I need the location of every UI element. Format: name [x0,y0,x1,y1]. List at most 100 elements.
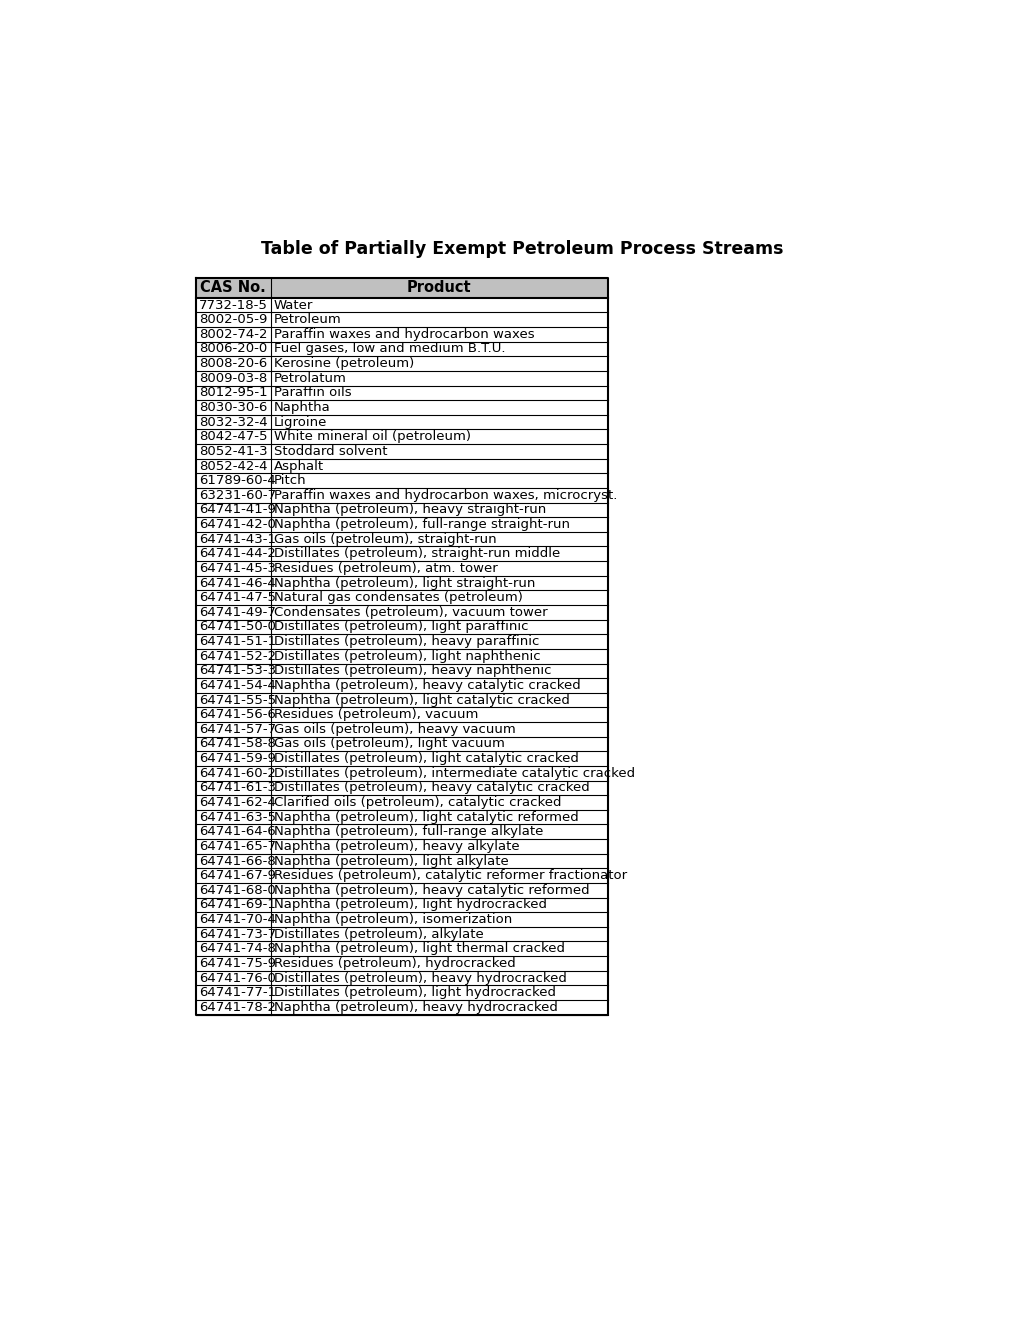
Text: CAS No.: CAS No. [200,280,266,296]
Text: 64741-77-1: 64741-77-1 [199,986,276,999]
Text: Kerosine (petroleum): Kerosine (petroleum) [274,358,414,370]
Text: Petrolatum: Petrolatum [274,372,346,384]
Text: Naphtha (petroleum), heavy catalytic reformed: Naphtha (petroleum), heavy catalytic ref… [274,884,589,896]
Text: 64741-49-7: 64741-49-7 [199,606,275,619]
Text: 7732-18-5: 7732-18-5 [199,298,267,312]
Text: 64741-44-2: 64741-44-2 [199,548,275,560]
Text: 8032-32-4: 8032-32-4 [199,416,267,429]
Text: 64741-42-0: 64741-42-0 [199,517,275,531]
Text: 8002-74-2: 8002-74-2 [199,327,267,341]
Text: Paraffin waxes and hydrocarbon waxes: Paraffin waxes and hydrocarbon waxes [274,327,534,341]
Text: Distillates (petroleum), intermediate catalytic cracked: Distillates (petroleum), intermediate ca… [274,767,635,780]
Text: Distillates (petroleum), heavy hydrocracked: Distillates (petroleum), heavy hydrocrac… [274,972,567,985]
Text: 64741-62-4: 64741-62-4 [199,796,275,809]
Text: Distillates (petroleum), straight-run middle: Distillates (petroleum), straight-run mi… [274,548,559,560]
Text: 64741-43-1: 64741-43-1 [199,533,275,545]
Text: 64741-68-0: 64741-68-0 [199,884,275,896]
Text: 64741-64-6: 64741-64-6 [199,825,275,838]
Text: Paraffin oils: Paraffin oils [274,387,352,400]
Text: 64741-63-5: 64741-63-5 [199,810,275,824]
Text: 64741-75-9: 64741-75-9 [199,957,275,970]
Text: Asphalt: Asphalt [274,459,324,473]
Text: Clarified oils (petroleum), catalytic cracked: Clarified oils (petroleum), catalytic cr… [274,796,560,809]
Text: Gas oils (petroleum), straight-run: Gas oils (petroleum), straight-run [274,533,496,545]
Text: Distillates (petroleum), light paraffinic: Distillates (petroleum), light paraffini… [274,620,528,634]
Text: Ligroine: Ligroine [274,416,327,429]
Text: Gas oils (petroleum), light vacuum: Gas oils (petroleum), light vacuum [274,738,504,751]
Text: 64741-59-9: 64741-59-9 [199,752,275,766]
Text: 64741-54-4: 64741-54-4 [199,678,275,692]
Text: 8008-20-6: 8008-20-6 [199,358,267,370]
Text: Naphtha: Naphtha [274,401,330,414]
Text: 61789-60-4: 61789-60-4 [199,474,275,487]
Text: Stoddard solvent: Stoddard solvent [274,445,387,458]
Text: Residues (petroleum), vacuum: Residues (petroleum), vacuum [274,709,478,721]
Text: Distillates (petroleum), heavy paraffinic: Distillates (petroleum), heavy paraffini… [274,635,539,648]
Text: 8002-05-9: 8002-05-9 [199,313,267,326]
Text: 64741-69-1: 64741-69-1 [199,899,275,911]
Text: 8006-20-0: 8006-20-0 [199,342,267,355]
Text: 64741-67-9: 64741-67-9 [199,869,275,882]
Text: Naphtha (petroleum), light thermal cracked: Naphtha (petroleum), light thermal crack… [274,942,565,956]
Text: Naphtha (petroleum), full-range straight-run: Naphtha (petroleum), full-range straight… [274,517,570,531]
Text: 8052-41-3: 8052-41-3 [199,445,267,458]
Text: 8012-95-1: 8012-95-1 [199,387,267,400]
Text: 64741-51-1: 64741-51-1 [199,635,276,648]
Text: Residues (petroleum), catalytic reformer fractionator: Residues (petroleum), catalytic reformer… [274,869,627,882]
Text: Naphtha (petroleum), heavy hydrocracked: Naphtha (petroleum), heavy hydrocracked [274,1001,557,1014]
Text: 8009-03-8: 8009-03-8 [199,372,267,384]
Text: Table of Partially Exempt Petroleum Process Streams: Table of Partially Exempt Petroleum Proc… [261,240,784,259]
Text: 64741-55-5: 64741-55-5 [199,693,276,706]
Text: Naphtha (petroleum), light catalytic cracked: Naphtha (petroleum), light catalytic cra… [274,693,570,706]
Text: 8052-42-4: 8052-42-4 [199,459,267,473]
Text: 64741-53-3: 64741-53-3 [199,664,276,677]
Text: Naphtha (petroleum), light straight-run: Naphtha (petroleum), light straight-run [274,577,535,590]
Text: Gas oils (petroleum), heavy vacuum: Gas oils (petroleum), heavy vacuum [274,723,516,735]
Text: Naphtha (petroleum), light alkylate: Naphtha (petroleum), light alkylate [274,854,508,867]
Text: 64741-56-6: 64741-56-6 [199,709,275,721]
Text: Naphtha (petroleum), heavy catalytic cracked: Naphtha (petroleum), heavy catalytic cra… [274,678,580,692]
Text: 63231-60-7: 63231-60-7 [199,488,276,502]
Text: 8042-47-5: 8042-47-5 [199,430,267,444]
Text: Distillates (petroleum), heavy catalytic cracked: Distillates (petroleum), heavy catalytic… [274,781,589,795]
Text: Pitch: Pitch [274,474,307,487]
Text: 64741-70-4: 64741-70-4 [199,913,275,927]
Text: Naphtha (petroleum), heavy straight-run: Naphtha (petroleum), heavy straight-run [274,503,546,516]
Text: 64741-45-3: 64741-45-3 [199,562,275,576]
Text: 64741-50-0: 64741-50-0 [199,620,275,634]
Text: Distillates (petroleum), light naphthenic: Distillates (petroleum), light naphtheni… [274,649,540,663]
Text: Residues (petroleum), atm. tower: Residues (petroleum), atm. tower [274,562,497,576]
Text: Fuel gases, low and medium B.T.U.: Fuel gases, low and medium B.T.U. [274,342,505,355]
Text: 64741-74-8: 64741-74-8 [199,942,275,956]
Text: 64741-76-0: 64741-76-0 [199,972,275,985]
Text: White mineral oil (petroleum): White mineral oil (petroleum) [274,430,471,444]
Text: 64741-58-8: 64741-58-8 [199,738,275,751]
Text: 64741-61-3: 64741-61-3 [199,781,275,795]
Text: 64741-78-2: 64741-78-2 [199,1001,275,1014]
Text: Distillates (petroleum), heavy naphthenic: Distillates (petroleum), heavy naphtheni… [274,664,551,677]
Text: 64741-41-9: 64741-41-9 [199,503,275,516]
Bar [196,277,607,298]
Text: 64741-46-4: 64741-46-4 [199,577,275,590]
Text: Naphtha (petroleum), light catalytic reformed: Naphtha (petroleum), light catalytic ref… [274,810,578,824]
Text: Natural gas condensates (petroleum): Natural gas condensates (petroleum) [274,591,523,605]
Text: 64741-57-7: 64741-57-7 [199,723,276,735]
Text: 8030-30-6: 8030-30-6 [199,401,267,414]
Text: 64741-73-7: 64741-73-7 [199,928,276,941]
Text: 64741-60-2: 64741-60-2 [199,767,275,780]
Text: Residues (petroleum), hydrocracked: Residues (petroleum), hydrocracked [274,957,516,970]
Text: Naphtha (petroleum), isomerization: Naphtha (petroleum), isomerization [274,913,512,927]
Text: Naphtha (petroleum), full-range alkylate: Naphtha (petroleum), full-range alkylate [274,825,543,838]
Text: 64741-52-2: 64741-52-2 [199,649,276,663]
Text: Condensates (petroleum), vacuum tower: Condensates (petroleum), vacuum tower [274,606,547,619]
Text: Distillates (petroleum), alkylate: Distillates (petroleum), alkylate [274,928,483,941]
Text: 64741-66-8: 64741-66-8 [199,854,275,867]
Text: Distillates (petroleum), light hydrocracked: Distillates (petroleum), light hydrocrac… [274,986,555,999]
Text: Naphtha (petroleum), light hydrocracked: Naphtha (petroleum), light hydrocracked [274,899,546,911]
Text: 64741-47-5: 64741-47-5 [199,591,275,605]
Text: Distillates (petroleum), light catalytic cracked: Distillates (petroleum), light catalytic… [274,752,579,766]
Text: Petroleum: Petroleum [274,313,341,326]
Text: Product: Product [407,280,472,296]
Text: 64741-65-7: 64741-65-7 [199,840,275,853]
Text: Paraffin waxes and hydrocarbon waxes, microcryst.: Paraffin waxes and hydrocarbon waxes, mi… [274,488,616,502]
